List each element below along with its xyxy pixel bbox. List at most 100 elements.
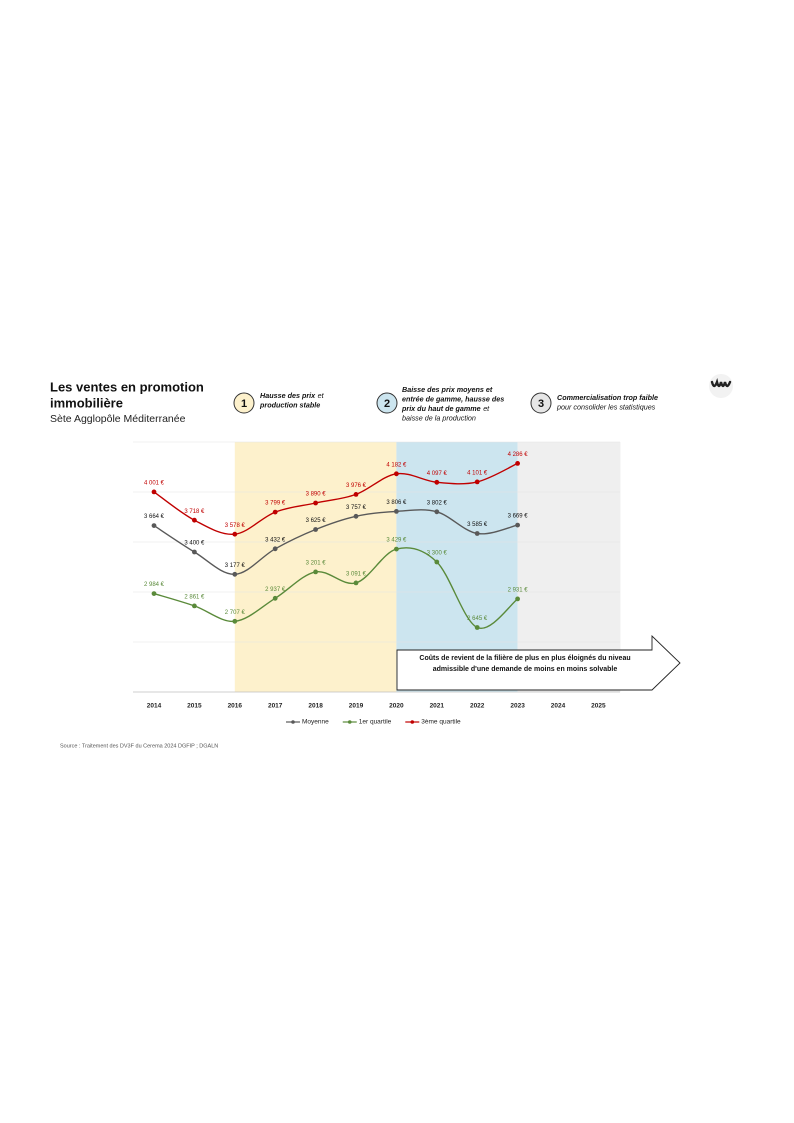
- x-tick-label: 2020: [389, 703, 404, 710]
- phase-badge: [530, 392, 552, 414]
- x-tick-label: 2022: [470, 703, 485, 710]
- phase-band: [234, 442, 397, 692]
- phase-text: production stable: [259, 400, 320, 409]
- point: [192, 603, 197, 609]
- phase-text-part: Hausse des prix: [260, 391, 316, 400]
- phase-text-part: prix du haut de gamme: [401, 404, 481, 413]
- series-line: [153, 547, 519, 629]
- phase-text: pour consolider les statistiques: [556, 402, 656, 411]
- x-tick-label: 2014: [147, 703, 162, 710]
- point: [272, 546, 278, 552]
- legend-label: 3ème quartile: [421, 719, 461, 726]
- point: [353, 513, 359, 519]
- data-label: 3 718 €: [184, 509, 205, 515]
- point: [353, 492, 359, 497]
- annotation: admissible d'une demande de moins en moi…: [433, 666, 618, 673]
- x-tick-label: 2015: [187, 703, 202, 710]
- logo: [709, 374, 733, 398]
- data-label: 3 664 €: [144, 514, 165, 520]
- phase-text-part: production stable: [259, 400, 320, 409]
- point: [434, 509, 440, 515]
- data-label: 3 806 €: [386, 500, 407, 506]
- phase-text-part: baisse de la production: [402, 413, 476, 422]
- data-label: 3 802 €: [427, 500, 448, 506]
- data-label: 3 890 €: [306, 492, 327, 498]
- phase-text: Baisse des prix moyens et: [402, 385, 493, 394]
- point: [353, 580, 359, 586]
- data-label: 3 578 €: [225, 523, 246, 529]
- point: [232, 618, 238, 624]
- x-tick-label: 2019: [349, 703, 364, 710]
- data-label: 3 300 €: [427, 551, 448, 557]
- x-tick-label: 2021: [430, 703, 445, 710]
- data-label: 2 645 €: [467, 616, 488, 622]
- point: [474, 625, 480, 630]
- point: [313, 500, 318, 506]
- data-label: 2 984 €: [144, 582, 165, 588]
- point: [151, 523, 157, 528]
- x-tick-label: 2016: [228, 703, 243, 710]
- source: Source : Traitement des DV3F du Cerema 2…: [60, 743, 218, 749]
- phase-text-part: Baisse des prix moyens et: [402, 385, 493, 394]
- point: [474, 531, 480, 536]
- data-label: 3 201 €: [306, 560, 327, 566]
- point: [394, 546, 399, 552]
- phase-text: prix du haut de gamme et: [401, 404, 490, 413]
- data-label: 2 937 €: [265, 587, 286, 593]
- phase-number: 1: [241, 398, 247, 410]
- point: [272, 595, 278, 601]
- phase-text: baisse de la production: [402, 413, 476, 422]
- point: [232, 531, 238, 537]
- x-tick-label: 2025: [591, 703, 606, 710]
- point: [192, 517, 197, 523]
- point: [192, 549, 197, 555]
- legend-label: Moyenne: [302, 719, 329, 726]
- phase-text: entrée de gamme, hausse des: [402, 394, 504, 403]
- point: [151, 591, 157, 596]
- data-label: 4 182 €: [386, 462, 407, 468]
- phase-text-part: pour consolider les statistiques: [556, 402, 656, 411]
- series-line: [153, 462, 518, 535]
- point: [232, 571, 238, 577]
- legend-marker: [291, 720, 295, 724]
- point: [515, 522, 520, 528]
- annotation-arrow: [396, 634, 681, 691]
- legend-marker: [410, 720, 415, 724]
- data-label: 2 861 €: [184, 594, 205, 600]
- data-label: 3 757 €: [346, 505, 367, 511]
- phase-text-part: et: [318, 391, 325, 400]
- data-label: 2 931 €: [508, 587, 529, 593]
- point: [151, 489, 157, 495]
- data-label: 3 669 €: [508, 514, 529, 520]
- phase-text-part: et: [483, 404, 490, 413]
- data-label: 4 001 €: [144, 480, 165, 486]
- subtitle: Sète Agglopôle Méditerranée: [50, 413, 186, 425]
- phase-badge: [233, 392, 255, 414]
- point: [313, 569, 318, 575]
- x-tick-label: 2023: [510, 703, 525, 710]
- phase-text-part: Commercialisation trop faible: [557, 393, 658, 402]
- data-label: 3 799 €: [265, 501, 286, 507]
- data-label: 2 707 €: [225, 610, 246, 616]
- data-label: 3 400 €: [184, 541, 205, 547]
- title: immobilière: [50, 395, 123, 410]
- x-tick-label: 2017: [268, 703, 283, 710]
- phase-text: Hausse des prix et: [260, 391, 325, 400]
- legend-label: 1er quartile: [359, 719, 392, 726]
- data-label: 3 585 €: [467, 522, 488, 528]
- point: [474, 479, 480, 485]
- point: [313, 527, 318, 532]
- data-label: 4 097 €: [427, 471, 448, 477]
- data-label: 4 286 €: [508, 452, 529, 458]
- data-label: 3 429 €: [386, 538, 407, 544]
- phase-number: 3: [538, 398, 544, 410]
- legend-marker: [347, 720, 352, 724]
- data-label: 3 177 €: [225, 563, 246, 569]
- point: [515, 596, 520, 602]
- annotation: Coûts de revient de la filière de plus e…: [419, 655, 630, 662]
- x-tick-label: 2024: [551, 703, 566, 710]
- point: [272, 509, 278, 515]
- data-label: 4 101 €: [467, 470, 488, 476]
- point: [434, 479, 440, 485]
- data-label: 3 091 €: [346, 571, 367, 577]
